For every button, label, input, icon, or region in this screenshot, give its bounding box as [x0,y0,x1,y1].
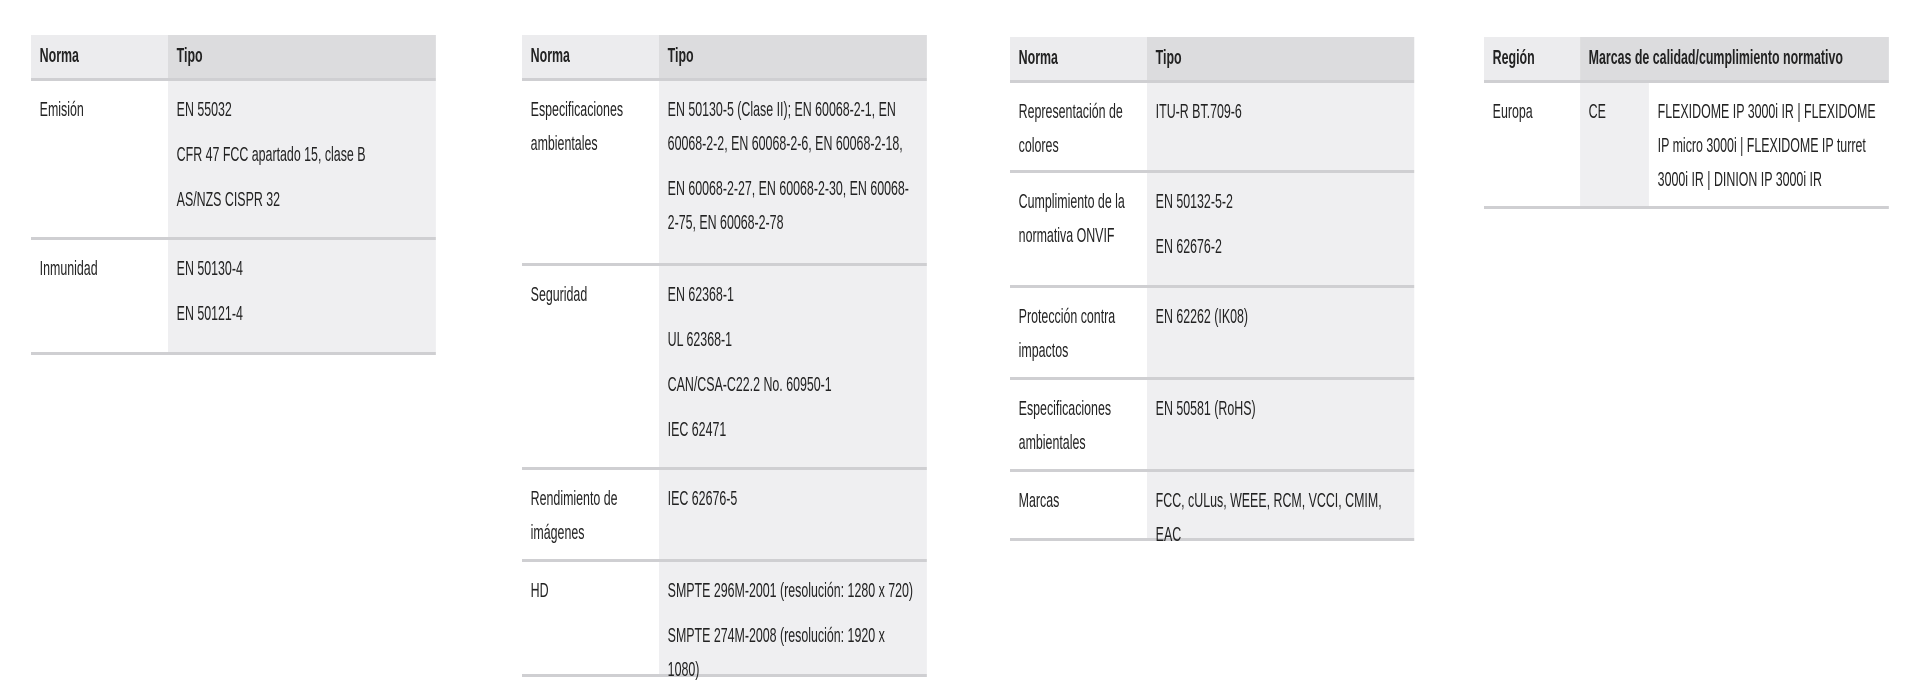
table-row: Protección contra impactos EN 62262 (IK08… [1010,288,1414,380]
value-item: SMPTE 274M-2008 (resolución: 1920 x 1080… [667,625,885,681]
row-label: Especificaciones ambientales [1018,398,1112,454]
row-values: EN 50132-5-2 EN 62676-2 [1146,173,1414,285]
table-row: Marcas FCC, cULus, WEEE, RCM, VCCI, CMIM,… [1010,472,1414,546]
row-values: EN 50581 (RoHS) [1146,380,1414,469]
row-label: Representación de colores [1018,101,1123,157]
row-label: Emisión [39,99,84,121]
value-item: EN 50130-5 (Clase II); EN 60068-2-1, EN … [667,99,903,155]
value-item: EN 62262 (IK08) [1155,306,1249,328]
environmental-safety-table: Norma Tipo Especificaciones ambientales EN … [522,35,927,681]
table-header: Norma Tipo [522,35,927,81]
value-item: UL 62368-1 [667,329,733,351]
value-item: IEC 62676-5 [667,488,738,510]
header-cell: Norma [1010,37,1147,80]
row-values: EN 50130-5 (Clase II); EN 60068-2-1, EN … [658,81,927,263]
row-label: Seguridad [530,284,588,306]
row-label: Marcas [1018,490,1060,512]
header-cell: Tipo [167,35,436,78]
table-row: Seguridad EN 62368-1 UL 62368-1 CAN/CSA-C22… [522,266,927,470]
table-header: Norma Tipo [31,35,436,81]
quality-marks-table: Región Marcas de calidad/cumplimiento nor… [1484,37,1889,209]
table-row: Especificaciones ambientales EN 50581 (Ro… [1010,380,1414,472]
row-values: FCC, cULus, WEEE, RCM, VCCI, CMIM, EAC [1146,472,1414,546]
mark-cell: CE [1579,83,1649,206]
value-item: EN 60068-2-27, EN 60068-2-30, EN 60068-2… [667,178,909,234]
value-item: CAN/CSA-C22.2 No. 60950-1 [667,374,832,396]
row-values: SMPTE 296M-2001 (resolución: 1280 x 720)… [658,562,927,681]
table-row: Inmunidad EN 50130-4 EN 50121-4 [31,240,436,355]
value-item: FLEXIDOME IP 3000i IR | FLEXIDOME IP mic… [1657,101,1876,191]
row-values: EN 50130-4 EN 50121-4 [167,240,436,352]
header-cell: Norma [522,35,659,78]
header-cell: Marcas de calidad/cumplimiento normativo [1579,37,1889,80]
table-header: Norma Tipo [1010,37,1414,83]
table-row: HD SMPTE 296M-2001 (resolución: 1280 x 72… [522,562,927,681]
value-item: EN 50581 (RoHS) [1155,398,1256,420]
row-label: Especificaciones ambientales [530,99,624,155]
value-item: EN 50121-4 [176,303,243,325]
table-row: Rendimiento de imágenes IEC 62676-5 [522,470,927,562]
row-label: Rendimiento de imágenes [530,488,618,544]
table-row: Especificaciones ambientales EN 50130-5 (… [522,81,927,266]
header-cell: Tipo [1146,37,1414,80]
row-label: Protección contra impactos [1018,306,1116,362]
value-item: EN 55032 [176,99,232,121]
value-item: ITU-R BT.709-6 [1155,101,1242,123]
table-header: Región Marcas de calidad/cumplimiento nor… [1484,37,1889,83]
row-label: Inmunidad [39,258,98,280]
value-item: CFR 47 FCC apartado 15, clase B [176,144,366,166]
value-item: EN 62368-1 [667,284,734,306]
row-label: Europa [1492,101,1533,123]
header-cell: Tipo [658,35,927,78]
value-item: EN 62676-2 [1155,236,1222,258]
value-item: EN 50130-4 [176,258,243,280]
row-values: IEC 62676-5 [658,470,927,559]
emission-immunity-table: Norma Tipo Emisión EN 55032 CFR 47 FCC apart… [31,35,436,355]
row-label: HD [530,580,549,602]
value-item: FCC, cULus, WEEE, RCM, VCCI, CMIM, EAC [1155,490,1382,546]
row-label: Cumplimiento de la normativa ONVIF [1018,191,1125,247]
header-cell: Región [1484,37,1580,80]
header-cell: Norma [31,35,168,78]
table-row: Representación de colores ITU-R BT.709-6 [1010,83,1414,173]
value-item: AS/NZS CISPR 32 [176,189,281,211]
row-values: ITU-R BT.709-6 [1146,83,1414,170]
value-item: IEC 62471 [667,419,727,441]
value-item: EN 50132-5-2 [1155,191,1233,213]
row-values: EN 62262 (IK08) [1146,288,1414,377]
row-values: FLEXIDOME IP 3000i IR | FLEXIDOME IP mic… [1649,83,1889,206]
color-onvif-table: Norma Tipo Representación de colores ITU-R … [1010,37,1414,546]
row-values: EN 62368-1 UL 62368-1 CAN/CSA-C22.2 No. 60… [658,266,927,467]
value-item: SMPTE 296M-2001 (resolución: 1280 x 720) [667,580,914,602]
table-row: Cumplimiento de la normativa ONVIF EN 501… [1010,173,1414,288]
table-row: Emisión EN 55032 CFR 47 FCC apartado 15, c… [31,81,436,240]
table-row: Europa CE FLEXIDOME IP 3000i IR | FLEXIDOM… [1484,83,1889,209]
row-values: EN 55032 CFR 47 FCC apartado 15, clase B A… [167,81,436,237]
